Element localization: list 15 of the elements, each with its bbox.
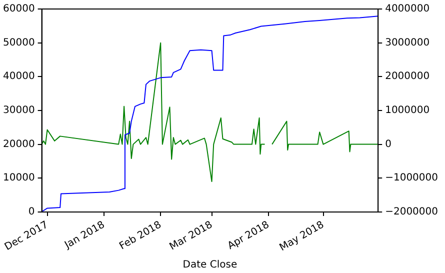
y2-tick-label: −1000000 [385,172,438,184]
y2-tick-label: 1000000 [385,105,430,116]
y-tick-label: 30000 [3,105,35,116]
y-tick-label: 20000 [3,138,35,150]
x-axis-title: Date Close [182,260,238,271]
y2-tick-label: −2000000 [385,206,438,218]
y-tick-label: 60000 [3,4,35,15]
y2-tick-label: 3000000 [385,37,430,48]
y-tick-label: 10000 [3,172,35,184]
y2-tick-label: 0 [385,138,392,150]
y2-tick-label: 4000000 [385,4,430,15]
y2-tick-label: 2000000 [385,71,430,82]
y-tick-label: 50000 [3,37,35,48]
y-tick-label: 0 [28,206,35,218]
y-tick-label: 40000 [3,71,35,82]
